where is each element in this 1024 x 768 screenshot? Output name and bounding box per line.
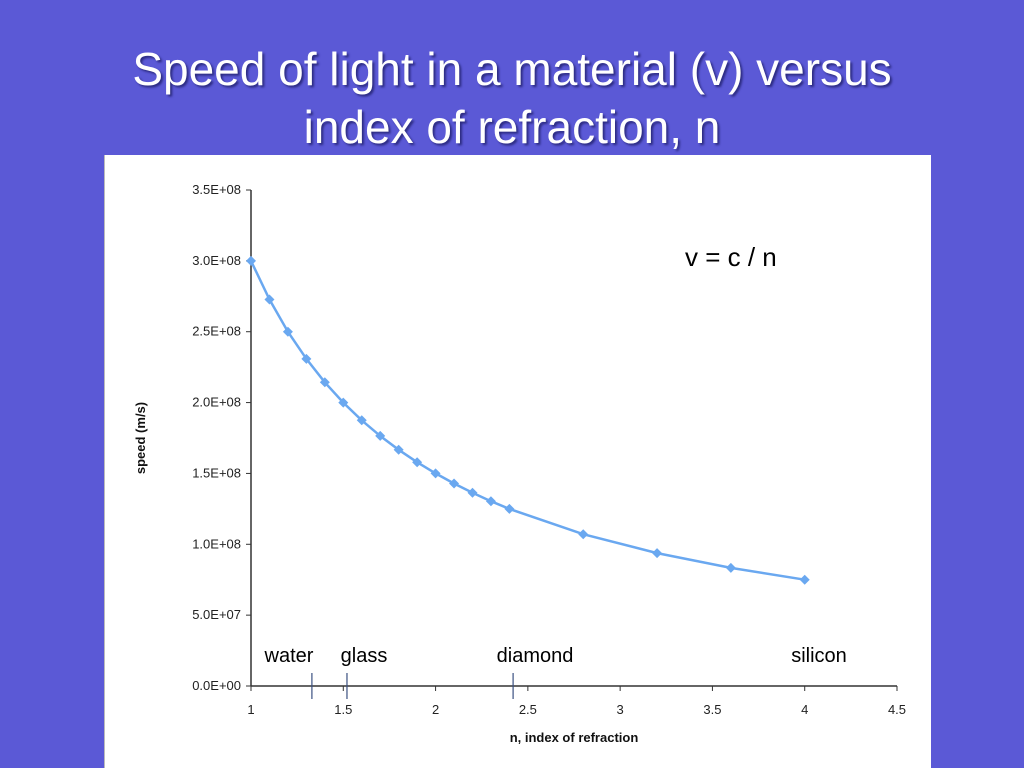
- water-label: water: [264, 645, 314, 667]
- data-point-marker: [652, 548, 663, 559]
- x-axis-title: n, index of refraction: [510, 730, 639, 745]
- y-tick-label: 1.0E+08: [192, 536, 241, 551]
- chart-panel: 0.0E+00 5.0E+07 1.0E+08 1.5E+08 2.0E+08 2.5E+…: [104, 155, 931, 768]
- diamond-label: diamond: [497, 645, 574, 667]
- data-point-marker: [725, 562, 736, 573]
- x-tick-label: 1.5: [334, 702, 352, 717]
- silicon-label: silicon: [791, 645, 847, 667]
- x-tick-label: 2.5: [519, 702, 537, 717]
- x-tick-label: 2: [432, 702, 439, 717]
- slide-title: Speed of light in a material (v) versus …: [0, 40, 1024, 156]
- data-point-marker: [412, 457, 423, 468]
- data-point-marker: [338, 397, 349, 408]
- data-point-marker: [449, 478, 460, 489]
- data-point-marker: [799, 574, 810, 585]
- glass-label: glass: [341, 645, 388, 667]
- data-point-marker: [467, 487, 478, 498]
- slide-title-line-2: index of refraction, n: [303, 101, 721, 153]
- data-point-marker: [319, 377, 330, 388]
- formula-annotation: v = c / n: [685, 242, 777, 272]
- y-tick-label: 1.5E+08: [192, 465, 241, 480]
- x-tick-label: 1: [247, 702, 254, 717]
- data-point-marker: [430, 468, 441, 479]
- y-tick-label: 3.5E+08: [192, 182, 241, 197]
- data-point-marker: [375, 430, 386, 441]
- data-point-marker: [356, 415, 367, 426]
- data-point-marker: [301, 353, 312, 364]
- slide-title-line-1: Speed of light in a material (v) versus: [132, 43, 892, 95]
- data-point-marker: [246, 255, 256, 266]
- data-point-marker: [578, 529, 589, 540]
- y-tick-label: 5.0E+07: [192, 607, 241, 622]
- y-tick-label: 3.0E+08: [192, 253, 241, 268]
- data-point-marker: [504, 503, 515, 514]
- data-point-marker: [264, 294, 275, 305]
- data-point-marker: [393, 444, 404, 455]
- x-tick-label: 4.5: [888, 702, 906, 717]
- data-point-marker: [485, 496, 496, 507]
- data-point-marker: [282, 326, 293, 337]
- y-tick-label: 0.0E+00: [192, 678, 241, 693]
- y-tick-label: 2.5E+08: [192, 324, 241, 339]
- speed-vs-index-chart: 0.0E+00 5.0E+07 1.0E+08 1.5E+08 2.0E+08 2.5E+…: [133, 182, 906, 745]
- y-axis-title: speed (m/s): [133, 402, 148, 474]
- series-line: [249, 260, 805, 581]
- x-tick-label: 4: [801, 702, 808, 717]
- y-tick-label: 2.0E+08: [192, 395, 241, 410]
- x-tick-label: 3: [617, 702, 624, 717]
- x-tick-label: 3.5: [703, 702, 721, 717]
